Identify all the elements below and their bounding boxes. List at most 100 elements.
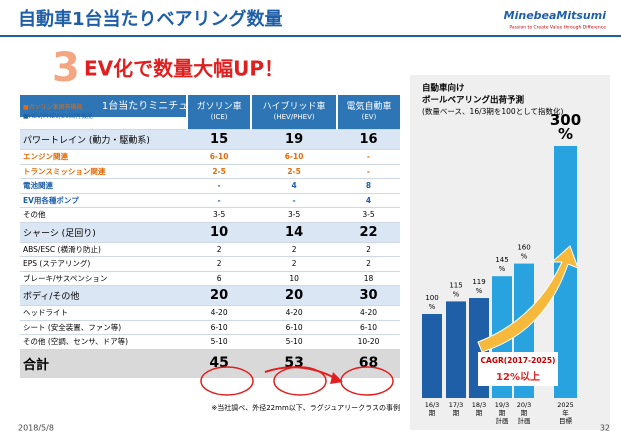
value-label: 119% bbox=[472, 278, 485, 295]
bar bbox=[446, 301, 466, 398]
table-cell: 6-10 bbox=[251, 320, 337, 335]
table-cell: 5-10 bbox=[251, 334, 337, 350]
chart-title: (数量ベース、16/3期を100として指数化) bbox=[422, 106, 563, 116]
table-row: 電池関連 -4 8 bbox=[20, 178, 400, 194]
header-rule bbox=[0, 35, 621, 37]
table-body: ■ガソリン車固有機能 ■HEV/PHEV/EV固有機能 ガソリン車 (ICE) ハイブリ… bbox=[20, 95, 400, 378]
table-cell: 20 bbox=[251, 285, 337, 306]
table-cell: 2-5 bbox=[187, 164, 252, 179]
table-cell: 合計 bbox=[20, 349, 187, 378]
table-cell: その他 bbox=[20, 207, 187, 223]
headline-number: 3 bbox=[52, 45, 80, 91]
table-cell: 4 bbox=[336, 193, 400, 208]
table-cell: エンジン関連 bbox=[20, 149, 187, 165]
table-cell: 10 bbox=[187, 222, 252, 243]
table-cell: パワートレイン (動力・駆動系) bbox=[20, 129, 187, 150]
table-row: エンジン関連 6-10 6-10- bbox=[20, 149, 400, 165]
column-header: ハイブリッド車 (HEV/PHEV) bbox=[250, 95, 337, 130]
table-cell: - bbox=[336, 149, 400, 165]
comparison-table: ■ガソリン車固有機能 ■HEV/PHEV/EV固有機能 ガソリン車 (ICE) ハイブリ… bbox=[20, 95, 400, 378]
table-row: EV用各種ポンプ - -4 bbox=[20, 193, 400, 208]
table-row: ヘッドライト 4-20 4-20 4-20 bbox=[20, 305, 400, 321]
column-header-line: (HEV/PHEV) bbox=[273, 113, 315, 121]
legend-entry: ■ガソリン車固有機能 bbox=[23, 104, 83, 111]
table-cell: EPS (ステアリング) bbox=[20, 256, 187, 272]
table-cell: 4-20 bbox=[251, 305, 337, 321]
table-cell: ABS/ESC (横滑り防止) bbox=[20, 242, 187, 257]
table-cell: 電池関連 bbox=[20, 178, 187, 194]
value-label: 160% bbox=[517, 244, 530, 261]
table-cell: 6-10 bbox=[187, 149, 252, 165]
value-label: 115% bbox=[449, 281, 462, 298]
table-cell: 3-5 bbox=[187, 207, 252, 223]
legend-cell: ■ガソリン車固有機能 ■HEV/PHEV/EV固有機能 bbox=[20, 95, 187, 130]
table-cell: 6-10 bbox=[187, 320, 252, 335]
value-label: 145% bbox=[495, 256, 508, 273]
table-row: 合計 45 53 68 bbox=[20, 349, 400, 378]
column-header-row: ■ガソリン車固有機能 ■HEV/PHEV/EV固有機能 ガソリン車 (ICE) ハイブリ… bbox=[20, 95, 400, 130]
table-cell: - bbox=[336, 164, 400, 179]
table-cell: 2 bbox=[187, 242, 252, 257]
table-cell: 14 bbox=[251, 222, 337, 243]
bar bbox=[422, 314, 442, 398]
column-header-line: ガソリン車 bbox=[196, 102, 242, 112]
table-cell: 4-20 bbox=[187, 305, 252, 321]
x-tick-label: 16/3 期 bbox=[425, 401, 440, 417]
table-cell: 8 bbox=[336, 178, 400, 194]
table-cell: 4-20 bbox=[336, 305, 400, 321]
table-cell: ボディ/その他 bbox=[20, 285, 187, 306]
table-cell: 3-5 bbox=[251, 207, 337, 223]
column-header: 電気自動車 (EV) bbox=[335, 95, 400, 130]
table-cell: ブレーキ/サスペンション bbox=[20, 271, 187, 286]
table-cell: 15 bbox=[187, 129, 252, 150]
table-row: シャーシ (足回り) 10 14 22 bbox=[20, 222, 400, 243]
table-cell: シート (安全装置、ファン等) bbox=[20, 320, 187, 335]
column-header: ガソリン車 (ICE) bbox=[185, 95, 252, 130]
table-cell: シャーシ (足回り) bbox=[20, 222, 187, 243]
date: 2018/5/8 bbox=[18, 424, 54, 433]
table-row: その他 3-5 3-5 3-5 bbox=[20, 207, 400, 223]
column-header-line: 電気自動車 bbox=[346, 102, 392, 112]
logo: MinebeaMitsumi bbox=[504, 9, 607, 22]
table-cell: 16 bbox=[336, 129, 400, 150]
slide-title: 自動車1台当たりベアリング数量 bbox=[18, 8, 283, 30]
page-number: 32 bbox=[600, 424, 610, 433]
table-row: パワートレイン (動力・駆動系) 15 19 16 bbox=[20, 129, 400, 150]
column-header-line: ハイブリッド車 bbox=[262, 102, 326, 112]
column-header-line: (EV) bbox=[361, 113, 377, 121]
table-row: ボディ/その他 20 20 30 bbox=[20, 285, 400, 306]
headline-text: EV化で数量大幅UP！ bbox=[84, 57, 284, 81]
table-row: シート (安全装置、ファン等) 6-10 6-10 6-10 bbox=[20, 320, 400, 335]
table-cell: 68 bbox=[336, 349, 400, 378]
table-cell: 22 bbox=[336, 222, 400, 243]
x-tick-label: 18/3 期 bbox=[472, 401, 487, 417]
table-cell: 4 bbox=[251, 178, 337, 194]
table-cell: EV用各種ポンプ bbox=[20, 193, 187, 208]
table-cell: 2 bbox=[187, 256, 252, 272]
table-cell: 2-5 bbox=[251, 164, 337, 179]
bar-chart: 自動車向けボールベアリング出荷予測(数量ベース、16/3期を100として指数化)… bbox=[422, 83, 581, 425]
table-cell: - bbox=[187, 178, 252, 194]
table-cell: 53 bbox=[251, 349, 337, 378]
table-row: ABS/ESC (横滑り防止) 2 2 2 bbox=[20, 242, 400, 257]
table-cell: 6 bbox=[187, 271, 252, 286]
table-cell: - bbox=[187, 193, 252, 208]
table-cell: 5-10 bbox=[187, 334, 252, 350]
table-cell: 10-20 bbox=[336, 334, 400, 350]
x-tick-label: 20/3 期計画 bbox=[517, 401, 532, 425]
table-cell: 18 bbox=[336, 271, 400, 286]
table-row: その他 (空調、センサ、ドア等) 5-10 5-10 10-20 bbox=[20, 334, 400, 350]
annotation-title: CAGR(2017-2025) bbox=[481, 356, 556, 365]
table-cell: 10 bbox=[251, 271, 337, 286]
table-cell: 2 bbox=[336, 256, 400, 272]
table-cell: - bbox=[251, 193, 337, 208]
table-row: EPS (ステアリング) 2 2 2 bbox=[20, 256, 400, 272]
chart-title: ボールベアリング出荷予測 bbox=[422, 95, 525, 106]
table-cell: 19 bbox=[251, 129, 337, 150]
table-cell: トランスミッション関連 bbox=[20, 164, 187, 179]
annotation-value: 12%以上 bbox=[496, 370, 540, 383]
table-cell: 20 bbox=[187, 285, 252, 306]
table-cell: ヘッドライト bbox=[20, 305, 187, 321]
tagline: Passion to Create Value through Differen… bbox=[509, 25, 606, 31]
